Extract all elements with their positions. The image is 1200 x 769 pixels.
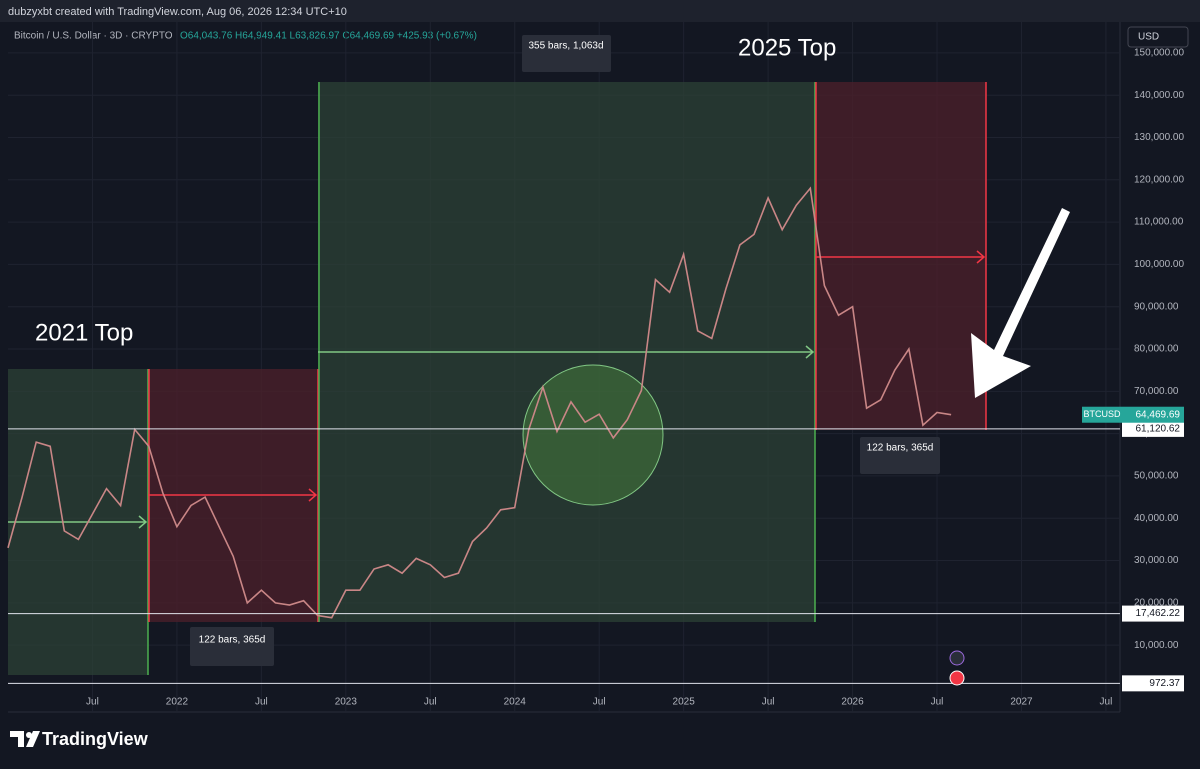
x-tick-label: 2024 bbox=[504, 697, 527, 708]
currency-button[interactable] bbox=[1127, 26, 1189, 48]
y-tick-label: 110,000.00 bbox=[1134, 217, 1184, 228]
annotation: 2021 Top bbox=[35, 319, 133, 346]
y-tick-label: 50,000.00 bbox=[1134, 471, 1179, 482]
price-label-box bbox=[1122, 605, 1184, 622]
currency[interactable]: USD bbox=[1138, 32, 1159, 43]
price-label-box bbox=[1122, 675, 1184, 692]
brand-logo bbox=[10, 731, 40, 747]
y-tick-label: 10,000.00 bbox=[1134, 640, 1179, 651]
x-tick-label: 2027 bbox=[1010, 697, 1033, 708]
symbol: Bitcoin / U.S. Dollar · 3D · CRYPTO bbox=[14, 31, 173, 42]
y-tick-label: 140,000.00 bbox=[1134, 90, 1184, 101]
y-tick-label: 80,000.00 bbox=[1134, 344, 1179, 355]
range-arrow bbox=[318, 345, 815, 359]
ohlc: O64,043.76 H64,949.41 L63,826.97 C64,469… bbox=[180, 31, 477, 42]
pointer-arrow bbox=[971, 208, 1070, 398]
brand-logo bbox=[26, 732, 32, 738]
highlight-circle bbox=[522, 364, 664, 506]
credit: dubzyxbt created with TradingView.com, A… bbox=[8, 6, 347, 18]
y-tick-label: 40,000.00 bbox=[1134, 513, 1179, 524]
y-tick-label: 120,000.00 bbox=[1134, 174, 1184, 185]
y-tick-label: 130,000.00 bbox=[1134, 132, 1184, 143]
range-arrow bbox=[148, 488, 318, 502]
y-tick-label: 20,000.00 bbox=[1134, 597, 1179, 608]
annotation: 2025 Top bbox=[738, 34, 836, 61]
price-line bbox=[7, 186, 952, 619]
x-tick-label: Jul bbox=[1100, 697, 1113, 708]
x-tick-label: 2022 bbox=[166, 697, 189, 708]
range-label: 122 bars, 365d bbox=[199, 635, 266, 646]
y-tick-label: 70,000.00 bbox=[1134, 386, 1179, 397]
range-label: 122 bars, 365d bbox=[867, 443, 934, 454]
last-price-name-box bbox=[1082, 406, 1122, 423]
top-bar bbox=[0, 0, 1200, 22]
x-tick-label: 2026 bbox=[841, 697, 864, 708]
x-tick-label: Jul bbox=[762, 697, 775, 708]
price-label: 61,120.62 bbox=[1136, 424, 1181, 435]
x-tick-label: 2025 bbox=[673, 697, 696, 708]
x-tick-label: Jul bbox=[593, 697, 606, 708]
y-tick-label: 30,000.00 bbox=[1134, 555, 1179, 566]
price-label-box bbox=[1122, 420, 1184, 437]
x-tick-label: Jul bbox=[424, 697, 437, 708]
range-arrow bbox=[8, 515, 148, 529]
range-label: 355 bars, 1,063d bbox=[528, 41, 603, 52]
event-icon[interactable] bbox=[949, 670, 965, 686]
overlay: 355 bars, 1,063d 122 bars, 365d 122 bars… bbox=[35, 34, 1070, 686]
x-tick-label: Jul bbox=[931, 697, 944, 708]
event-icon[interactable] bbox=[949, 650, 965, 666]
price-label: 17,462.22 bbox=[1136, 608, 1181, 619]
last-price-label: 64,469.69 bbox=[1136, 409, 1181, 420]
brand-name: TradingView bbox=[42, 729, 149, 749]
brand: TradingView bbox=[10, 729, 149, 749]
x-tick-label: Jul bbox=[86, 697, 99, 708]
last-price-box bbox=[1122, 406, 1184, 423]
x-tick-label: 2023 bbox=[335, 697, 358, 708]
price-label: 972.37 bbox=[1149, 678, 1180, 689]
range-label-box bbox=[190, 627, 274, 666]
x-tick-label: Jul bbox=[255, 697, 268, 708]
range-label-box bbox=[522, 35, 611, 72]
range-box bbox=[815, 82, 986, 430]
last-price-name: BTCUSD bbox=[1083, 409, 1121, 419]
range-arrow bbox=[815, 250, 986, 264]
y-tick-label: 90,000.00 bbox=[1134, 301, 1179, 312]
y-tick-label: 100,000.00 bbox=[1134, 259, 1184, 270]
range-label-box bbox=[860, 437, 940, 474]
y-tick-label: 150,000.00 bbox=[1134, 48, 1184, 59]
drawings bbox=[8, 82, 987, 675]
